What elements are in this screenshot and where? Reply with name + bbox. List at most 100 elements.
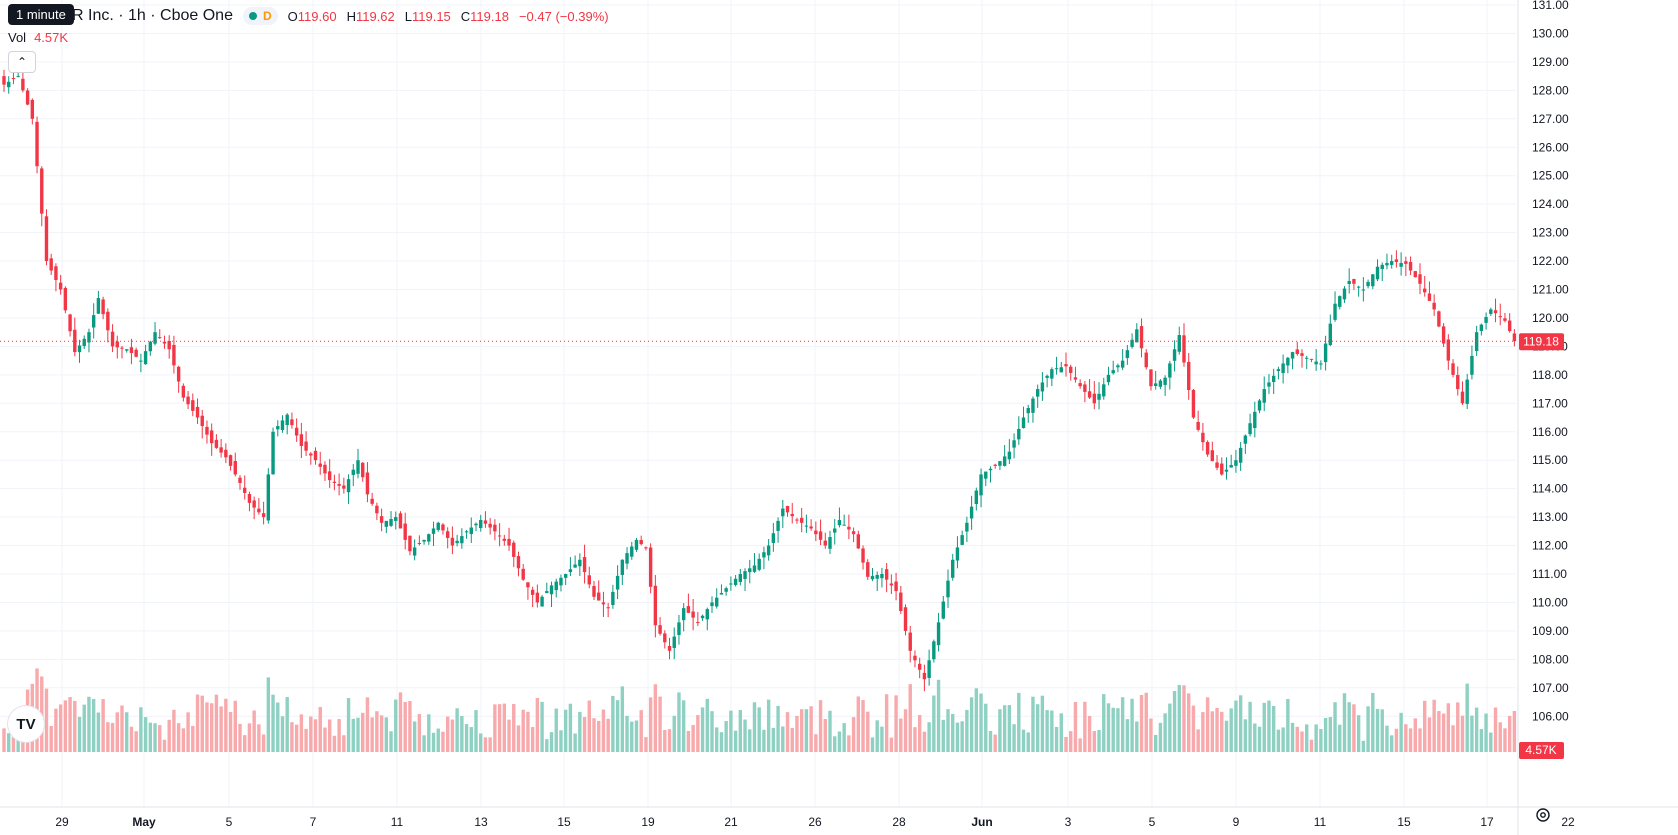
volume-bar	[224, 698, 228, 752]
gear-icon[interactable]	[1534, 806, 1552, 824]
volume-bar	[488, 737, 492, 752]
volume-bar	[1092, 731, 1097, 752]
volume-bar	[243, 735, 247, 752]
candle-body	[1281, 363, 1285, 374]
candle-body	[186, 396, 190, 405]
ohlc-key: H	[346, 8, 356, 24]
volume-bar	[134, 731, 138, 752]
volume-bars	[2, 668, 1517, 752]
market-status[interactable]: D	[242, 7, 278, 25]
volume-bar	[309, 716, 313, 752]
candle-body	[790, 513, 794, 517]
tradingview-logo[interactable]: TV	[8, 706, 44, 742]
volume-bar	[932, 695, 936, 752]
volume-bar	[73, 700, 77, 752]
volume-bar	[493, 704, 497, 752]
volume-bar	[828, 710, 832, 752]
candle-body	[73, 329, 77, 353]
volume-bar	[1073, 701, 1078, 752]
volume-bar	[276, 702, 280, 752]
volume-bar	[752, 702, 757, 752]
volume-bar	[1493, 707, 1498, 752]
volume-bar	[837, 731, 842, 752]
volume-bar	[313, 719, 318, 752]
volume-bar	[851, 717, 856, 752]
price-axis[interactable]: 131.00 130.00 129.00 128.00 127.00 126.00 125.…	[1517, 0, 1569, 835]
volume-bar	[1205, 697, 1210, 752]
time-tick-label: 7	[310, 815, 317, 829]
candle-body	[280, 420, 285, 430]
volume-bar	[1437, 711, 1441, 752]
volume-bar	[1460, 715, 1465, 752]
volume-bar	[502, 703, 507, 752]
candle-body	[431, 528, 436, 534]
volume-bar	[884, 694, 889, 752]
volume-bar	[176, 723, 181, 752]
candle-body	[1465, 379, 1469, 404]
candle-body	[1427, 293, 1432, 301]
volume-bar	[1045, 710, 1049, 752]
candle-body	[412, 547, 417, 556]
price-tick-label: 120.00	[1532, 311, 1569, 325]
volume-bar	[1328, 717, 1333, 752]
candle-body	[512, 542, 516, 557]
volume-bar	[653, 684, 658, 752]
volume-bar	[238, 723, 242, 752]
volume-bar	[412, 721, 417, 752]
candle-body	[1135, 329, 1139, 343]
candle-body	[101, 299, 105, 315]
volume-bar	[984, 703, 988, 752]
candle-body	[1163, 377, 1167, 385]
last-volume-tag	[1519, 742, 1564, 759]
candle-body	[370, 498, 374, 504]
volume-bar	[1238, 695, 1243, 752]
volume-bar	[1050, 710, 1054, 752]
candle-body	[1083, 384, 1087, 392]
volume-bar	[870, 737, 875, 752]
candle-body	[455, 540, 459, 544]
volume-bar	[1276, 729, 1281, 752]
volume-bar	[266, 677, 271, 752]
legend-row: R Inc. · 1h · Cboe One D O119.60 H119.62…	[8, 5, 609, 27]
volume-bar	[1267, 700, 1271, 752]
interval-tooltip: 1 minute	[8, 4, 74, 25]
symbol-title[interactable]: R Inc. · 1h · Cboe One	[72, 7, 233, 24]
time-tick-label: 3	[1065, 815, 1072, 829]
volume-bar	[677, 692, 681, 752]
last-price-tag	[1519, 333, 1564, 351]
volume-bar	[700, 707, 705, 752]
candle-body	[880, 574, 884, 579]
candle-body	[1404, 261, 1408, 264]
price-tick-label: 114.00	[1532, 482, 1568, 496]
volume-bar	[530, 727, 535, 752]
candle-body	[214, 439, 219, 448]
collapse-legend-button[interactable]: ⌃	[8, 51, 36, 73]
volume-bar	[1427, 717, 1432, 752]
volume-bar	[1182, 685, 1186, 752]
candle-body	[346, 479, 351, 493]
volume-bar	[1286, 699, 1290, 752]
time-tick-label: 17	[1480, 815, 1494, 829]
candle-body	[526, 582, 530, 588]
candle-body	[1002, 456, 1007, 466]
candle-body	[261, 513, 266, 518]
volume-bar	[592, 718, 596, 752]
candle-body	[1224, 469, 1229, 472]
candle-body	[719, 592, 724, 595]
candle-body	[828, 537, 832, 549]
volume-bar	[1035, 704, 1040, 752]
volume-bar	[162, 739, 167, 752]
volume-bar	[285, 697, 289, 752]
volume-bar	[1446, 703, 1451, 752]
candle-body	[323, 464, 327, 474]
volume-bar	[1319, 729, 1323, 752]
candle-body	[1493, 310, 1498, 314]
time-axis[interactable]: 29 May 5 7 11 13 15 19 21 26 28 Jun 3 5 9 11 15 17 22	[0, 806, 1678, 829]
candle-body	[172, 344, 176, 366]
candle-body	[1309, 358, 1314, 360]
price-tick-label: 129.00	[1532, 55, 1569, 69]
candle-body	[908, 632, 912, 651]
volume-bar	[1389, 735, 1394, 752]
volume-bar	[672, 715, 676, 752]
